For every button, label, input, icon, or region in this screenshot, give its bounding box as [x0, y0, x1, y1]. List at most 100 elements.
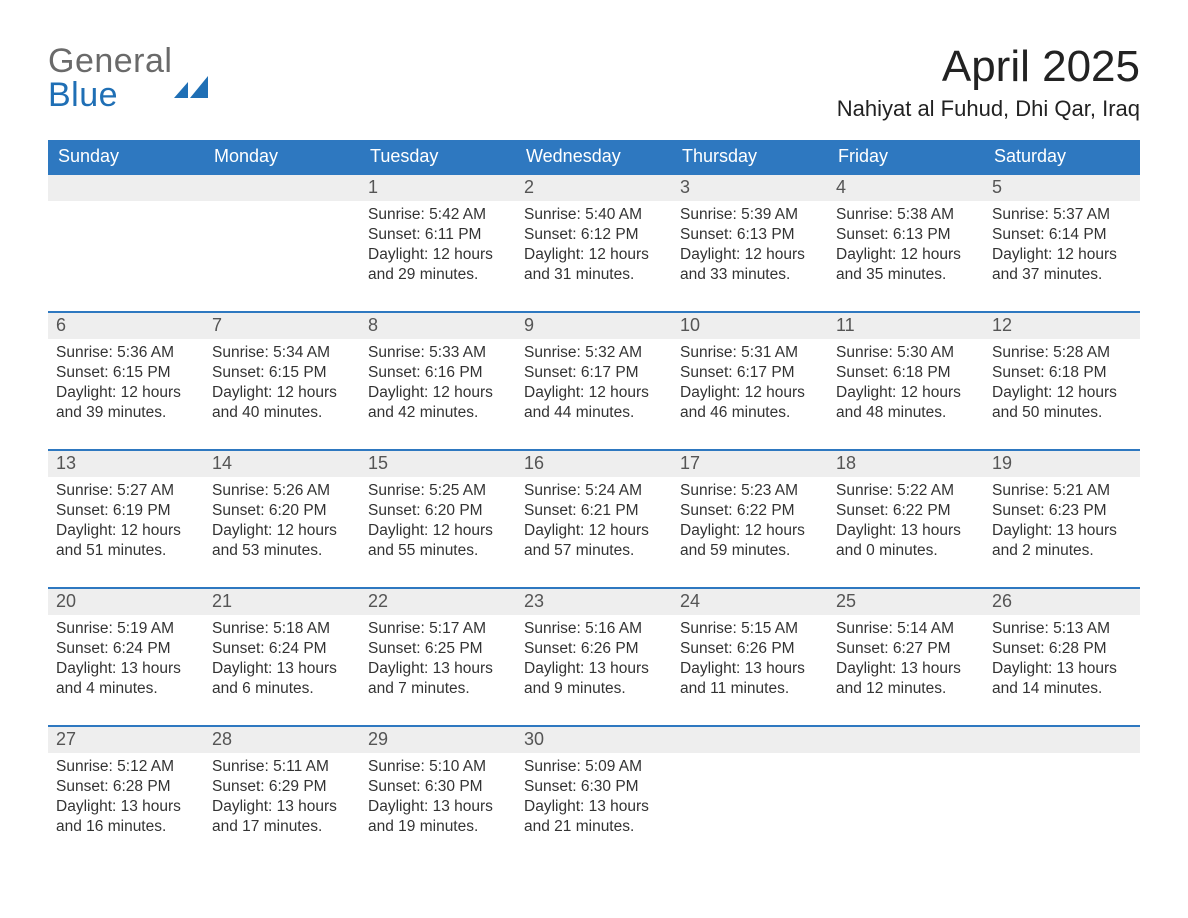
daylight-text: Daylight: 12 hours and 48 minutes. — [836, 383, 976, 423]
day-cell: Sunrise: 5:40 AMSunset: 6:12 PMDaylight:… — [516, 201, 672, 311]
weekday-header: Monday — [204, 140, 360, 174]
daylight-text: Daylight: 13 hours and 14 minutes. — [992, 659, 1132, 699]
sunrise-text: Sunrise: 5:31 AM — [680, 343, 820, 363]
day-number — [828, 727, 984, 753]
daylight-text: Daylight: 12 hours and 29 minutes. — [368, 245, 508, 285]
sunset-text: Sunset: 6:19 PM — [56, 501, 196, 521]
day-cell: Sunrise: 5:24 AMSunset: 6:21 PMDaylight:… — [516, 477, 672, 587]
day-number: 8 — [360, 313, 516, 339]
weekday-header: Friday — [828, 140, 984, 174]
day-number: 17 — [672, 451, 828, 477]
daylight-text: Daylight: 12 hours and 50 minutes. — [992, 383, 1132, 423]
day-number: 9 — [516, 313, 672, 339]
sunrise-text: Sunrise: 5:32 AM — [524, 343, 664, 363]
sunset-text: Sunset: 6:29 PM — [212, 777, 352, 797]
sunrise-text: Sunrise: 5:22 AM — [836, 481, 976, 501]
month-title: April 2025 — [837, 44, 1140, 90]
day-number: 7 — [204, 313, 360, 339]
daylight-text: Daylight: 13 hours and 12 minutes. — [836, 659, 976, 699]
sunset-text: Sunset: 6:11 PM — [368, 225, 508, 245]
day-cell: Sunrise: 5:27 AMSunset: 6:19 PMDaylight:… — [48, 477, 204, 587]
sunrise-text: Sunrise: 5:19 AM — [56, 619, 196, 639]
weekday-header: Wednesday — [516, 140, 672, 174]
day-cell: Sunrise: 5:16 AMSunset: 6:26 PMDaylight:… — [516, 615, 672, 725]
sunset-text: Sunset: 6:15 PM — [212, 363, 352, 383]
day-cell: Sunrise: 5:23 AMSunset: 6:22 PMDaylight:… — [672, 477, 828, 587]
daylight-text: Daylight: 12 hours and 33 minutes. — [680, 245, 820, 285]
day-cell — [204, 201, 360, 311]
sunset-text: Sunset: 6:24 PM — [212, 639, 352, 659]
day-cell: Sunrise: 5:18 AMSunset: 6:24 PMDaylight:… — [204, 615, 360, 725]
daylight-text: Daylight: 12 hours and 46 minutes. — [680, 383, 820, 423]
day-number: 22 — [360, 589, 516, 615]
sunset-text: Sunset: 6:20 PM — [212, 501, 352, 521]
sunset-text: Sunset: 6:27 PM — [836, 639, 976, 659]
brand-logo: General Blue — [48, 44, 224, 112]
sunset-text: Sunset: 6:30 PM — [524, 777, 664, 797]
day-cell: Sunrise: 5:38 AMSunset: 6:13 PMDaylight:… — [828, 201, 984, 311]
sunrise-text: Sunrise: 5:39 AM — [680, 205, 820, 225]
day-number: 23 — [516, 589, 672, 615]
day-number — [204, 175, 360, 201]
day-number: 13 — [48, 451, 204, 477]
daylight-text: Daylight: 12 hours and 31 minutes. — [524, 245, 664, 285]
daylight-text: Daylight: 13 hours and 17 minutes. — [212, 797, 352, 837]
sunset-text: Sunset: 6:23 PM — [992, 501, 1132, 521]
day-number: 24 — [672, 589, 828, 615]
header: General Blue April 2025 Nahiyat al Fuhud… — [48, 44, 1140, 122]
calendar-header: SundayMondayTuesdayWednesdayThursdayFrid… — [48, 140, 1140, 174]
day-number: 4 — [828, 175, 984, 201]
day-cell: Sunrise: 5:12 AMSunset: 6:28 PMDaylight:… — [48, 753, 204, 863]
day-cell: Sunrise: 5:25 AMSunset: 6:20 PMDaylight:… — [360, 477, 516, 587]
sunrise-text: Sunrise: 5:15 AM — [680, 619, 820, 639]
daylight-text: Daylight: 13 hours and 6 minutes. — [212, 659, 352, 699]
weekday-header: Thursday — [672, 140, 828, 174]
sunrise-text: Sunrise: 5:27 AM — [56, 481, 196, 501]
day-cell: Sunrise: 5:21 AMSunset: 6:23 PMDaylight:… — [984, 477, 1140, 587]
daylight-text: Daylight: 13 hours and 11 minutes. — [680, 659, 820, 699]
sunrise-text: Sunrise: 5:11 AM — [212, 757, 352, 777]
daylight-text: Daylight: 12 hours and 59 minutes. — [680, 521, 820, 561]
weekday-header: Sunday — [48, 140, 204, 174]
sunrise-text: Sunrise: 5:36 AM — [56, 343, 196, 363]
sunset-text: Sunset: 6:22 PM — [680, 501, 820, 521]
day-cell: Sunrise: 5:22 AMSunset: 6:22 PMDaylight:… — [828, 477, 984, 587]
sunrise-text: Sunrise: 5:13 AM — [992, 619, 1132, 639]
day-number: 16 — [516, 451, 672, 477]
sunset-text: Sunset: 6:16 PM — [368, 363, 508, 383]
sunrise-text: Sunrise: 5:28 AM — [992, 343, 1132, 363]
sunrise-text: Sunrise: 5:09 AM — [524, 757, 664, 777]
sunset-text: Sunset: 6:28 PM — [56, 777, 196, 797]
sunset-text: Sunset: 6:13 PM — [836, 225, 976, 245]
sunset-text: Sunset: 6:13 PM — [680, 225, 820, 245]
sunrise-text: Sunrise: 5:34 AM — [212, 343, 352, 363]
day-number: 29 — [360, 727, 516, 753]
day-cell — [984, 753, 1140, 863]
sunrise-text: Sunrise: 5:23 AM — [680, 481, 820, 501]
daylight-text: Daylight: 12 hours and 44 minutes. — [524, 383, 664, 423]
day-number: 26 — [984, 589, 1140, 615]
sunrise-text: Sunrise: 5:42 AM — [368, 205, 508, 225]
day-cell: Sunrise: 5:28 AMSunset: 6:18 PMDaylight:… — [984, 339, 1140, 449]
sunset-text: Sunset: 6:26 PM — [680, 639, 820, 659]
day-number — [672, 727, 828, 753]
day-number — [984, 727, 1140, 753]
sunrise-text: Sunrise: 5:12 AM — [56, 757, 196, 777]
day-cell: Sunrise: 5:15 AMSunset: 6:26 PMDaylight:… — [672, 615, 828, 725]
daylight-text: Daylight: 12 hours and 40 minutes. — [212, 383, 352, 423]
day-number: 21 — [204, 589, 360, 615]
sunset-text: Sunset: 6:12 PM — [524, 225, 664, 245]
day-number: 3 — [672, 175, 828, 201]
day-cell: Sunrise: 5:19 AMSunset: 6:24 PMDaylight:… — [48, 615, 204, 725]
sunrise-text: Sunrise: 5:14 AM — [836, 619, 976, 639]
day-cell: Sunrise: 5:37 AMSunset: 6:14 PMDaylight:… — [984, 201, 1140, 311]
daylight-text: Daylight: 12 hours and 37 minutes. — [992, 245, 1132, 285]
sunrise-text: Sunrise: 5:30 AM — [836, 343, 976, 363]
day-number: 18 — [828, 451, 984, 477]
day-number: 11 — [828, 313, 984, 339]
sunset-text: Sunset: 6:25 PM — [368, 639, 508, 659]
day-number: 19 — [984, 451, 1140, 477]
weekday-header: Saturday — [984, 140, 1140, 174]
sunset-text: Sunset: 6:21 PM — [524, 501, 664, 521]
day-number: 15 — [360, 451, 516, 477]
